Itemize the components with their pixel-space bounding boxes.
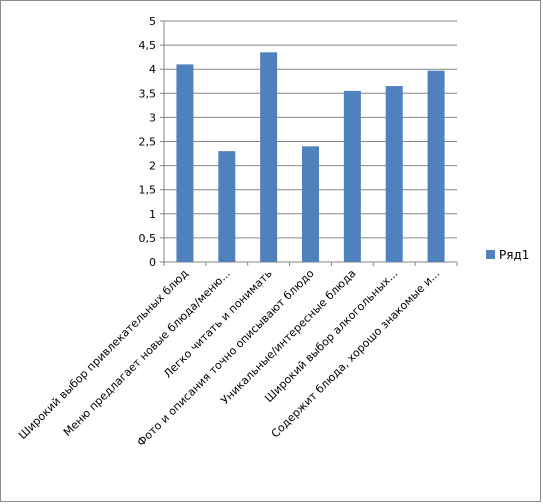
x-tick-label: Меню предлагает новые блюда/меню...	[61, 267, 233, 439]
bar	[302, 146, 319, 262]
bar	[385, 86, 403, 262]
y-tick-label: 1	[149, 208, 156, 221]
legend: Ряд1	[486, 248, 529, 262]
y-tick-label: 3	[149, 111, 156, 124]
bar	[427, 70, 445, 262]
y-axis-ticks: 0 0,5 1 1,5 2 2,5 3 3,5 4 4,5 5	[139, 15, 164, 269]
gridlines	[164, 20, 457, 239]
y-tick-label: 2,5	[139, 136, 157, 149]
y-tick-label: 3,5	[139, 87, 157, 100]
y-tick-label: 0	[149, 256, 156, 269]
bars	[176, 52, 445, 262]
y-tick-label: 2	[149, 160, 156, 173]
legend-label: Ряд1	[499, 248, 529, 262]
bar	[218, 151, 236, 262]
bar	[176, 64, 194, 262]
bar	[343, 90, 361, 262]
y-tick-label: 5	[149, 15, 156, 28]
y-tick-label: 0,5	[139, 232, 157, 245]
bar	[260, 52, 278, 262]
y-tick-label: 4	[149, 63, 156, 76]
y-tick-label: 1,5	[139, 184, 157, 197]
y-tick-label: 4,5	[139, 39, 157, 52]
legend-swatch	[486, 250, 495, 259]
